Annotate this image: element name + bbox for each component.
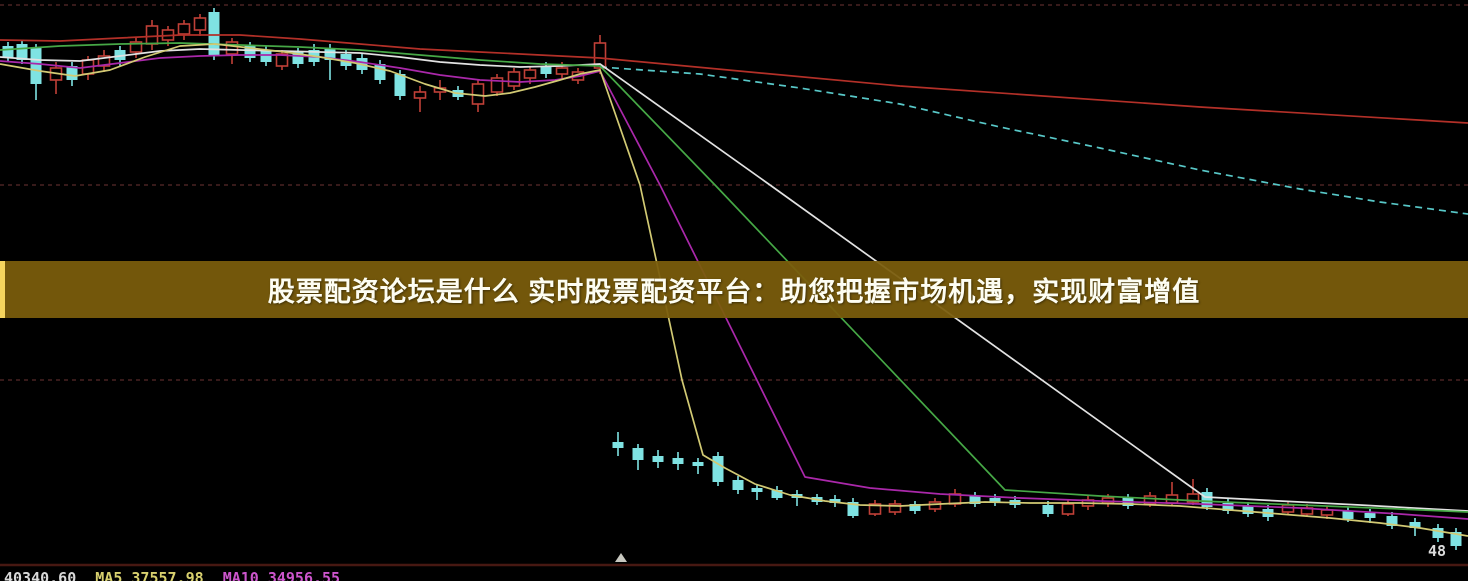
candle-body xyxy=(413,91,427,99)
candle-body xyxy=(612,442,624,448)
candle-body xyxy=(868,503,882,515)
candle-body xyxy=(2,46,14,58)
candle-body xyxy=(632,448,644,460)
candle-body xyxy=(193,17,207,31)
candle-body xyxy=(374,64,386,80)
candle-body xyxy=(1201,492,1213,507)
candle-body xyxy=(692,462,704,466)
candle-body xyxy=(260,50,272,62)
ma-green xyxy=(0,42,1468,513)
candle-body xyxy=(1042,505,1054,514)
candle-body xyxy=(1342,511,1354,519)
triangle-marker-icon xyxy=(615,553,627,562)
candle-body xyxy=(97,55,111,67)
candle-body xyxy=(490,77,504,93)
candle-body xyxy=(555,67,569,75)
candle-body xyxy=(771,490,783,498)
candle-body xyxy=(652,456,664,462)
candle-body xyxy=(114,50,126,60)
candle-body xyxy=(1432,528,1444,538)
price-value: 40340.60 xyxy=(4,569,77,581)
candle-body xyxy=(1320,509,1334,516)
candle-body xyxy=(1186,493,1200,503)
ma-yellow xyxy=(0,43,1468,537)
candle-body xyxy=(989,498,1001,503)
candle-body xyxy=(275,53,289,67)
ma-white xyxy=(0,48,1468,512)
candle-body xyxy=(507,71,521,87)
candle-body xyxy=(208,12,220,56)
candle-body xyxy=(540,66,552,74)
candle-body xyxy=(129,41,143,53)
candle-body xyxy=(244,46,256,58)
candle-body xyxy=(16,44,28,60)
ma-cyan xyxy=(599,66,1468,215)
promo-banner-title: 股票配资论坛是什么 实时股票配资平台：助您把握市场机遇，实现财富增值 xyxy=(267,277,1201,307)
candle-body xyxy=(225,41,239,55)
ma10-value: MA10 34956.55 xyxy=(222,569,341,581)
candle-body xyxy=(1409,522,1421,528)
candle-body xyxy=(471,83,485,105)
ma5-value: MA5 37557.98 xyxy=(95,569,204,581)
candle-body xyxy=(1222,503,1234,511)
candle-body xyxy=(1364,513,1376,518)
candle-body xyxy=(324,48,336,60)
banner-accent-strip xyxy=(0,261,5,318)
candle-body xyxy=(177,23,191,35)
candle-body xyxy=(969,496,981,504)
candle-body xyxy=(928,501,942,510)
candle-body xyxy=(909,504,921,511)
candle-body xyxy=(394,74,406,96)
candle-body xyxy=(732,480,744,490)
ma-status-bar: 40340.60 MA5 37557.98 MA10 34956.55 xyxy=(4,569,350,581)
candle-body xyxy=(847,502,859,516)
candle-body xyxy=(1061,503,1075,515)
candle-body xyxy=(888,503,902,513)
candle-body xyxy=(672,458,684,464)
candle-body xyxy=(829,499,841,503)
candle-body xyxy=(292,52,304,64)
right-axis-label: 48 xyxy=(1428,542,1446,560)
candle-body xyxy=(523,69,537,79)
candle-body xyxy=(66,66,78,80)
candle-body xyxy=(751,488,763,492)
ma-magenta xyxy=(0,54,1468,520)
candle-body xyxy=(1450,532,1462,546)
candle-body xyxy=(1386,516,1398,526)
candle-body xyxy=(593,42,607,69)
promo-banner[interactable]: 股票配资论坛是什么 实时股票配资平台：助您把握市场机遇，实现财富增值 xyxy=(0,261,1468,318)
candle-body xyxy=(1242,506,1254,514)
ma-red xyxy=(0,34,1468,124)
candle-body xyxy=(30,48,42,84)
candle-body xyxy=(712,456,724,482)
candle-body xyxy=(145,25,159,45)
